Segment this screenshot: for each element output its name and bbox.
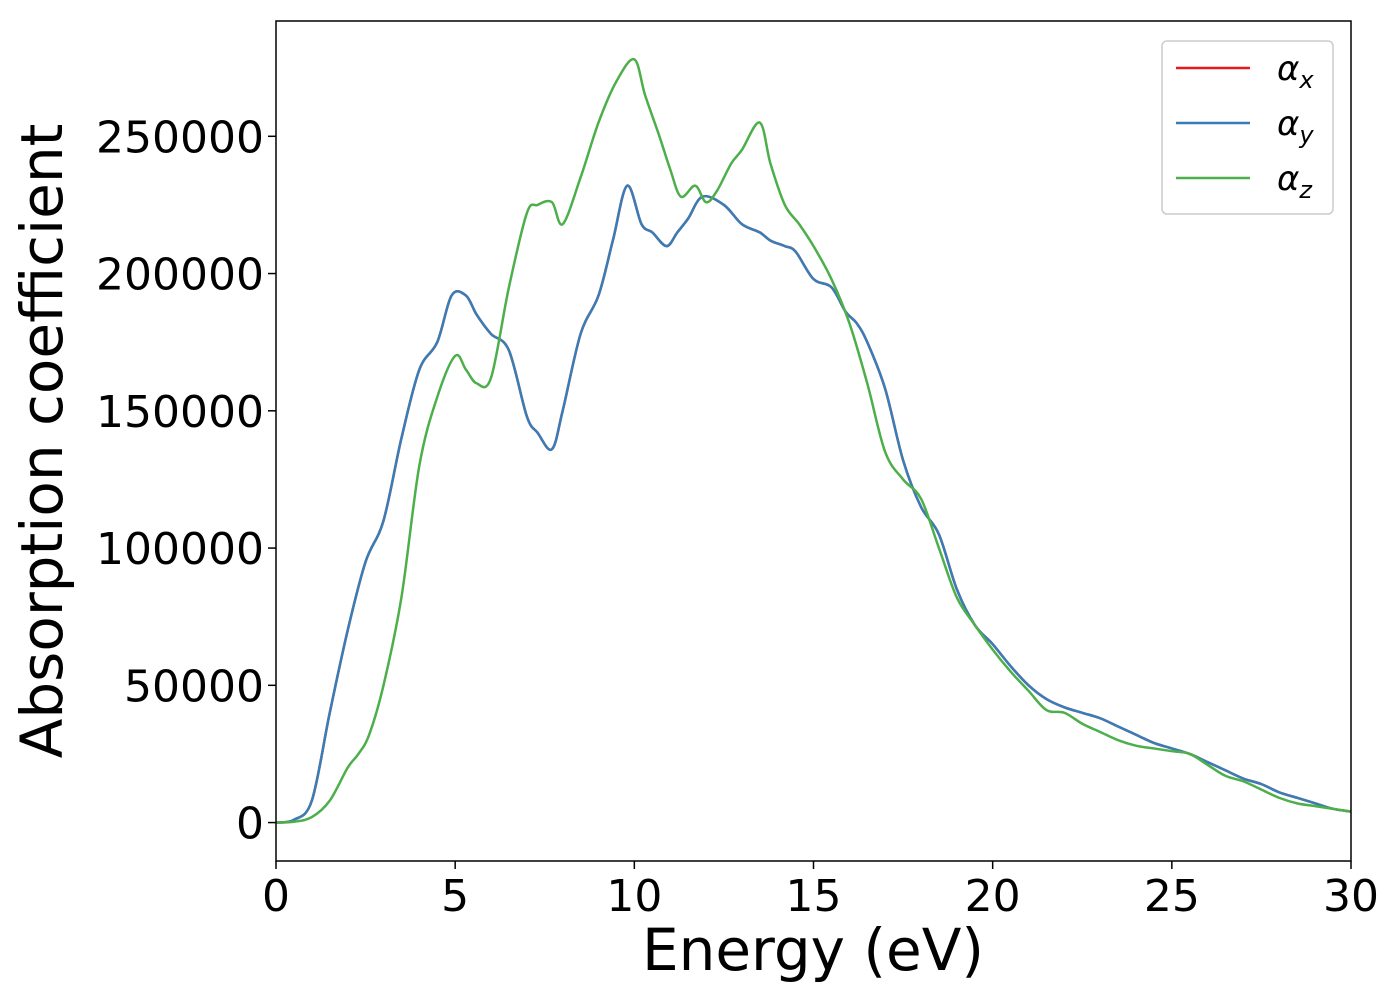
y-tick-label: 100000: [96, 524, 264, 575]
legend-label-z: αz: [1277, 159, 1313, 204]
x-axis-ticks: 0 5 10 15 20 25 30: [262, 861, 1379, 922]
x-tick-label: 15: [786, 871, 842, 922]
legend-label-x: αx: [1277, 49, 1314, 94]
x-tick-label: 0: [262, 871, 290, 922]
y-tick-label: 150000: [96, 387, 264, 438]
x-tick-label: 25: [1144, 871, 1200, 922]
plot-area: [275, 58, 1352, 824]
legend-label-y: αy: [1277, 104, 1314, 149]
series-line-z: [275, 58, 1352, 824]
y-tick-label: 50000: [124, 661, 264, 712]
x-tick-label: 30: [1323, 871, 1379, 922]
series-line-y: [275, 184, 1352, 824]
x-tick-label: 10: [606, 871, 662, 922]
x-axis-title: Energy (eV): [642, 916, 984, 984]
y-tick-label: 200000: [96, 250, 264, 301]
x-tick-label: 5: [441, 871, 469, 922]
x-tick-label: 20: [965, 871, 1021, 922]
y-tick-label: 0: [236, 799, 264, 850]
legend-frame: [1161, 40, 1334, 215]
legend: αx αy αz: [1161, 40, 1334, 215]
y-axis-title: Absorption coefficient: [8, 124, 76, 759]
y-axis-ticks: 0 50000 100000 150000 200000 250000: [96, 112, 276, 850]
y-tick-label: 250000: [96, 112, 264, 163]
series-line-x: [275, 184, 1352, 824]
